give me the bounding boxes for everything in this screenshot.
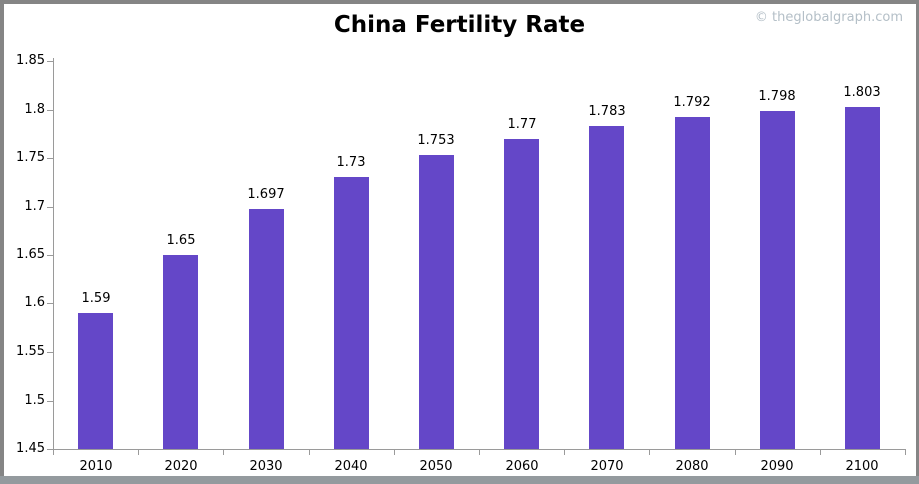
y-tick [47,207,53,208]
y-tick-label: 1.65 [16,247,45,262]
x-tick [53,449,54,455]
frame-border-top [0,0,919,4]
y-tick-label: 1.6 [24,295,45,310]
x-tick [479,449,480,455]
bar-2020 [163,255,198,449]
x-tick-label: 2060 [505,459,539,474]
bar-value-label: 1.792 [673,95,711,110]
y-tick [47,61,53,62]
y-tick-label: 1.5 [24,393,45,408]
x-tick [138,449,139,455]
x-tick-label: 2090 [760,459,794,474]
bar-2060 [504,139,539,449]
y-tick-label: 1.75 [16,150,45,165]
y-tick [47,449,53,450]
x-tick [394,449,395,455]
bar-value-label: 1.803 [843,85,881,100]
chart-title: China Fertility Rate [333,12,586,38]
y-tick-label: 1.7 [24,199,45,214]
bar-value-label: 1.783 [588,104,626,119]
y-tick-label: 1.85 [16,53,45,68]
bar-value-label: 1.753 [417,133,455,148]
y-tick-label: 1.55 [16,344,45,359]
x-tick-label: 2030 [249,459,283,474]
bar-value-label: 1.73 [336,155,366,170]
bar-2030 [249,209,284,449]
y-tick-label: 1.45 [16,441,45,456]
x-tick-label: 2080 [675,459,709,474]
frame-border-bottom [0,476,919,484]
x-tick [564,449,565,455]
y-tick [47,352,53,353]
x-tick [223,449,224,455]
x-tick [649,449,650,455]
bar-2010 [78,313,113,449]
x-tick-label: 2100 [845,459,879,474]
y-axis-line [53,58,54,450]
y-tick [47,303,53,304]
x-tick [309,449,310,455]
bar-2100 [845,107,880,449]
bar-value-label: 1.697 [247,187,285,202]
bar-value-label: 1.59 [81,291,111,306]
x-tick-label: 2020 [164,459,198,474]
y-tick [47,401,53,402]
x-tick-label: 2050 [419,459,453,474]
x-tick [820,449,821,455]
bar-2050 [419,155,454,449]
bar-2040 [334,177,369,449]
y-tick [47,255,53,256]
bar-value-label: 1.77 [507,117,537,132]
x-tick-label: 2070 [590,459,624,474]
y-tick-label: 1.8 [24,102,45,117]
x-tick-label: 2010 [79,459,113,474]
bar-2080 [675,117,710,449]
frame-border-left [0,0,4,484]
x-tick-label: 2040 [334,459,368,474]
bar-value-label: 1.798 [758,89,796,104]
frame-border-right [916,0,919,476]
bar-value-label: 1.65 [166,233,196,248]
watermark-credit: © theglobalgraph.com [754,10,903,25]
bar-2090 [760,111,795,449]
bar-2070 [589,126,624,449]
x-tick [905,449,906,455]
y-tick [47,110,53,111]
y-tick [47,158,53,159]
x-tick [735,449,736,455]
